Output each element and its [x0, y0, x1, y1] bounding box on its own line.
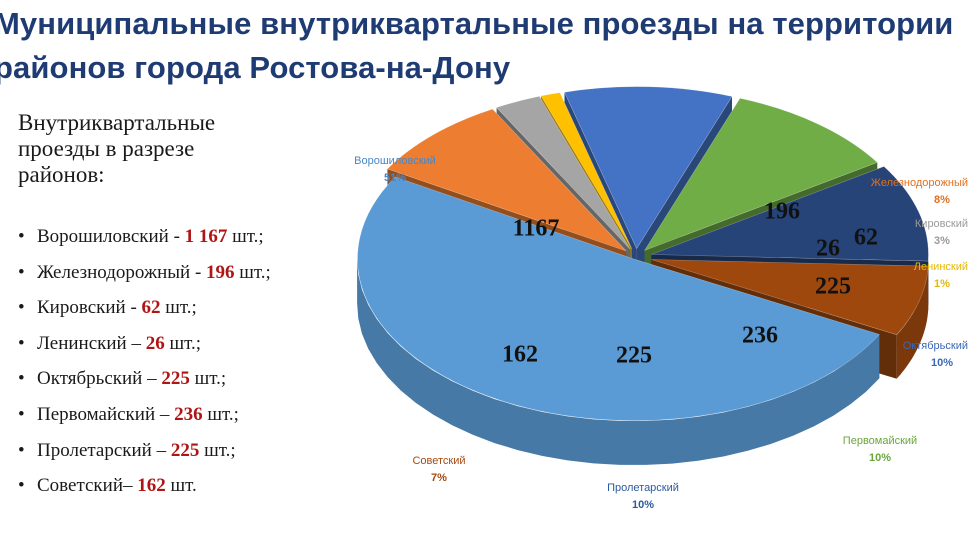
unit: шт.; — [227, 226, 264, 247]
separator: – — [151, 439, 171, 461]
district-count: 236 — [174, 403, 203, 425]
unit: шт.; — [202, 403, 239, 425]
title-line-1: Муниципальные внутриквартальные проезды … — [0, 6, 954, 41]
value-label: 196 — [764, 199, 800, 225]
district-name: Кировский — [37, 297, 126, 319]
list-subtitle: Внутриквартальные проезды в разрезе райо… — [18, 110, 216, 187]
percent-label: 10% — [931, 357, 953, 369]
unit: шт.; — [234, 261, 271, 283]
value-label: 1167 — [513, 216, 560, 242]
slice-4 — [540, 92, 633, 250]
percent-label: 7% — [431, 472, 447, 484]
unit: шт.; — [189, 368, 227, 390]
list-item: • Первомайский – 236 шт.; — [18, 400, 271, 436]
district-name: Пролетарский — [37, 439, 152, 461]
category-label: Кировский — [915, 218, 968, 230]
value-label: 62 — [854, 225, 878, 251]
category-label: Первомайский — [843, 435, 917, 447]
list-item: • Ленинский – 26 шт.; — [18, 329, 271, 365]
district-count: 225 — [170, 439, 200, 461]
percent-label: 10% — [869, 452, 891, 464]
bullet-glyph: • — [18, 226, 25, 247]
district-name: Первомайский — [37, 403, 156, 425]
slice-3 — [496, 95, 631, 250]
value-label: 225 — [616, 343, 652, 369]
category-label: Советский — [412, 455, 465, 467]
unit: шт. — [165, 475, 197, 497]
district-name: Ленинский — [37, 332, 127, 354]
slice-5 — [564, 86, 733, 250]
slice-rim-1 — [357, 259, 880, 465]
value-label: 26 — [816, 236, 840, 262]
separator: - — [168, 226, 185, 247]
title-line-2: районов города Ростова-на-Дону — [0, 50, 511, 85]
list-item: • Ворошиловский - 1 167 шт.; — [18, 222, 271, 258]
slice-1 — [357, 176, 880, 421]
separator: – — [123, 475, 138, 497]
separator: - — [190, 261, 207, 283]
list-item: • Советский– 162 шт. — [18, 471, 271, 507]
value-label: 225 — [815, 274, 851, 300]
percent-label: 3% — [934, 235, 950, 247]
separator: – — [155, 403, 175, 425]
unit: шт.; — [164, 332, 201, 354]
district-count: 225 — [161, 368, 190, 390]
slice-rim-8 — [896, 266, 929, 379]
slice-8 — [651, 259, 929, 336]
category-label: Ворошиловский — [354, 155, 436, 167]
bullet-glyph: • — [18, 332, 25, 354]
bullet-glyph: • — [18, 475, 25, 497]
district-count: 1 167 — [184, 226, 228, 247]
bullet-glyph: • — [18, 368, 25, 390]
pie-labels: 1167 Ворошиловский 51% 196 Железнодорожный 8%… — [354, 155, 968, 511]
district-count: 26 — [145, 332, 165, 354]
district-count: 196 — [206, 261, 235, 283]
district-list: • Ворошиловский - 1 167 шт.; • Железнодоро… — [18, 222, 271, 507]
list-item: • Октябрьский – 225 шт.; — [18, 364, 271, 400]
percent-label: 8% — [934, 194, 950, 206]
unit: шт.; — [160, 297, 197, 319]
unit: шт.; — [199, 439, 236, 461]
list-item: • Кировский - 62 шт.; — [18, 293, 271, 329]
category-label: Пролетарский — [607, 482, 679, 494]
district-name: Ворошиловский — [37, 226, 169, 247]
category-label: Железнодорожный — [871, 177, 968, 189]
percent-label: 51% — [384, 172, 406, 184]
district-count: 162 — [137, 475, 166, 497]
slice-2 — [386, 108, 627, 252]
bullet-glyph: • — [18, 261, 25, 283]
district-name: Советский — [37, 475, 124, 497]
slice-6 — [643, 97, 878, 251]
category-label: Ленинский — [914, 261, 968, 273]
value-label: 236 — [742, 323, 778, 349]
district-count: 62 — [141, 297, 161, 319]
bullet-glyph: • — [18, 297, 25, 319]
list-item: • Пролетарский – 225 шт.; — [18, 436, 271, 472]
list-item: • Железнодорожный - 196 шт.; — [18, 258, 271, 294]
district-name: Железнодорожный — [37, 261, 191, 283]
pie-tops — [357, 86, 929, 421]
percent-label: 10% — [632, 499, 654, 511]
separator: - — [125, 297, 142, 319]
bullet-glyph: • — [18, 439, 25, 461]
value-label: 162 — [502, 342, 538, 368]
slide-title: Муниципальные внутриквартальные проезды … — [0, 2, 968, 90]
category-label: Октябрьский — [903, 340, 968, 352]
slice-7 — [651, 166, 929, 262]
separator: – — [142, 368, 162, 390]
percent-label: 1% — [934, 278, 950, 290]
district-name: Октябрьский — [37, 368, 143, 390]
bullet-glyph: • — [18, 403, 25, 425]
separator: – — [126, 332, 146, 354]
